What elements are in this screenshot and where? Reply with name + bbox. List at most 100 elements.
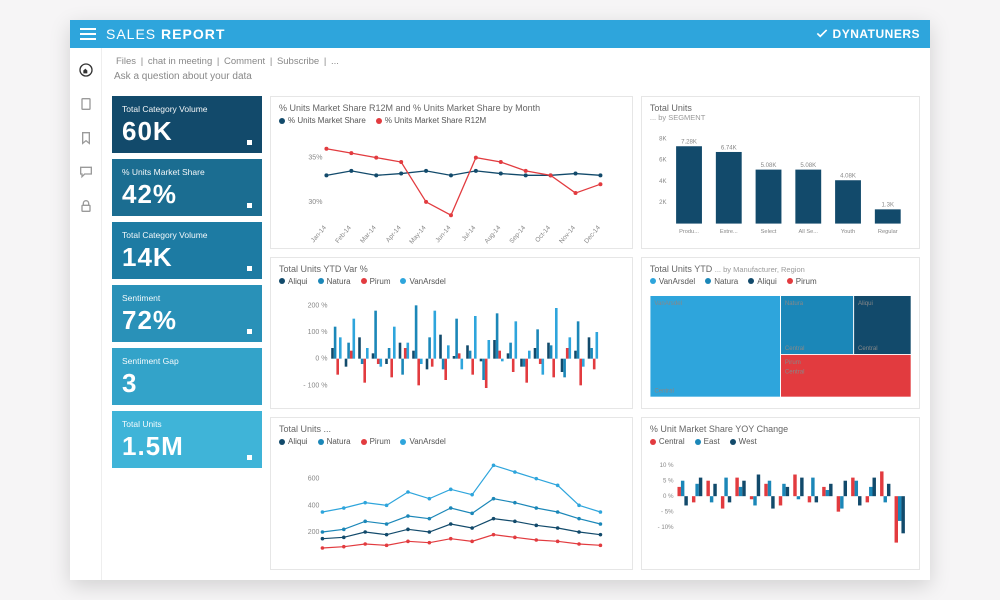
kpi-column: Total Category Volume 60K % Units Market S… bbox=[112, 96, 262, 570]
svg-text:1.3K: 1.3K bbox=[881, 202, 894, 209]
total-units-bar-chart: 2K4K6K8K7.28KProdu...6.74KExtre...5.08KS… bbox=[650, 122, 911, 244]
svg-text:30%: 30% bbox=[308, 199, 322, 206]
ytd-var-chart: - 100 %0 %100 %200 % bbox=[279, 288, 624, 405]
svg-text:4.08K: 4.08K bbox=[840, 173, 856, 180]
svg-text:200 %: 200 % bbox=[308, 302, 328, 309]
svg-text:Central: Central bbox=[785, 368, 805, 375]
kpi-tile[interactable]: Sentiment72% bbox=[112, 285, 262, 342]
page-title: SALES REPORT bbox=[106, 26, 225, 42]
legend: % Units Market Share % Units Market Share… bbox=[279, 116, 624, 125]
svg-text:6K: 6K bbox=[659, 157, 666, 164]
svg-text:Extre...: Extre... bbox=[720, 229, 738, 235]
crumb-item[interactable]: Subscribe bbox=[275, 56, 321, 67]
legend-item: % Units Market Share R12M bbox=[376, 116, 486, 125]
home-icon[interactable] bbox=[78, 62, 94, 78]
crumb-item[interactable]: Files bbox=[114, 56, 138, 67]
kpi-tile[interactable]: Total Category Volume14K bbox=[112, 222, 262, 279]
legend-item: Aliqui bbox=[748, 277, 777, 286]
kpi-value: 1.5M bbox=[122, 431, 252, 462]
svg-text:Select: Select bbox=[761, 229, 777, 235]
chart-title: Total Units YTD ... by Manufacturer, Reg… bbox=[650, 264, 911, 274]
ask-input[interactable]: Ask a question about your data bbox=[102, 69, 930, 90]
kpi-value: 14K bbox=[122, 242, 252, 273]
brand-logo: DYNATUNERS bbox=[815, 27, 920, 41]
kpi-tile[interactable]: % Units Market Share42% bbox=[112, 159, 262, 216]
yoy-change-chart: - 10%- 5%0 %5 %10 % bbox=[650, 448, 911, 565]
svg-text:Aug-14: Aug-14 bbox=[483, 224, 502, 244]
crumb-item[interactable]: Comment bbox=[222, 56, 267, 67]
card-market-share[interactable]: % Units Market Share R12M and % Units Ma… bbox=[270, 96, 633, 249]
svg-text:Oct-14: Oct-14 bbox=[534, 224, 552, 244]
svg-text:Apr-14: Apr-14 bbox=[385, 224, 403, 244]
legend-item: Pirum bbox=[361, 437, 391, 446]
svg-text:200: 200 bbox=[308, 529, 320, 536]
chart-title: % Unit Market Share YOY Change bbox=[650, 424, 911, 434]
legend-item: Pirum bbox=[787, 277, 817, 286]
kpi-label: % Units Market Share bbox=[122, 167, 252, 177]
svg-text:7.28K: 7.28K bbox=[681, 139, 697, 146]
legend-item: % Units Market Share bbox=[279, 116, 366, 125]
svg-text:35%: 35% bbox=[308, 155, 322, 162]
legend-item: Central bbox=[650, 437, 685, 446]
svg-text:All Se...: All Se... bbox=[798, 229, 818, 235]
svg-text:Jan-14: Jan-14 bbox=[310, 224, 328, 244]
svg-text:Dec-14: Dec-14 bbox=[583, 224, 602, 243]
legend-item: Natura bbox=[705, 277, 738, 286]
card-total-units-bar[interactable]: Total Units ... by SEGMENT 2K4K6K8K7.28K… bbox=[641, 96, 920, 249]
legend-item: VanArsdel bbox=[650, 277, 695, 286]
nav-rail bbox=[70, 48, 102, 580]
legend-item: West bbox=[730, 437, 757, 446]
legend: AliquiNaturaPirumVanArsdel bbox=[279, 437, 624, 446]
header-bar: SALES REPORT DYNATUNERS bbox=[70, 20, 930, 48]
svg-text:- 10%: - 10% bbox=[657, 524, 673, 531]
svg-text:Jul-14: Jul-14 bbox=[461, 224, 478, 242]
svg-text:Central: Central bbox=[654, 387, 674, 394]
kpi-tile[interactable]: Sentiment Gap3 bbox=[112, 348, 262, 405]
crumb-item[interactable]: ... bbox=[329, 56, 341, 67]
bookmark-icon[interactable] bbox=[78, 130, 94, 146]
svg-text:Pirum: Pirum bbox=[785, 359, 801, 366]
svg-text:0 %: 0 % bbox=[315, 355, 327, 362]
svg-text:8K: 8K bbox=[659, 135, 666, 142]
main-area: Files | chat in meeting | Comment | Subs… bbox=[102, 48, 930, 580]
market-share-chart: 30%35%Jan-14Feb-14Mar-14Apr-14May-14Jun-… bbox=[279, 127, 624, 244]
app-window: SALES REPORT DYNATUNERS Files | chat in … bbox=[70, 20, 930, 580]
kpi-value: 60K bbox=[122, 116, 252, 147]
card-treemap[interactable]: Total Units YTD ... by Manufacturer, Reg… bbox=[641, 257, 920, 410]
svg-text:Mar-14: Mar-14 bbox=[359, 224, 378, 244]
card-total-units-line[interactable]: Total Units ... AliquiNaturaPirumVanArsd… bbox=[270, 417, 633, 570]
svg-text:0 %: 0 % bbox=[663, 493, 674, 500]
svg-text:Jun-14: Jun-14 bbox=[434, 224, 452, 244]
lock-icon[interactable] bbox=[78, 198, 94, 214]
kpi-label: Sentiment Gap bbox=[122, 356, 252, 366]
kpi-indicator-icon bbox=[247, 203, 252, 208]
crumb-item[interactable]: chat in meeting bbox=[146, 56, 214, 67]
kpi-tile[interactable]: Total Units1.5M bbox=[112, 411, 262, 468]
card-ytd-var[interactable]: Total Units YTD Var % AliquiNaturaPirumV… bbox=[270, 257, 633, 410]
treemap-chart: VanArsdelCentralNaturaCentralAliquiCentr… bbox=[650, 288, 911, 405]
chart-subtitle: ... by SEGMENT bbox=[650, 113, 911, 122]
svg-text:- 100 %: - 100 % bbox=[303, 382, 327, 389]
kpi-tile[interactable]: Total Category Volume 60K bbox=[112, 96, 262, 153]
kpi-indicator-icon bbox=[247, 329, 252, 334]
kpi-label: Total Category Volume bbox=[122, 104, 252, 114]
chart-title: Total Units bbox=[650, 103, 911, 113]
legend-item: Natura bbox=[318, 277, 351, 286]
svg-text:Regular: Regular bbox=[878, 229, 898, 235]
svg-text:May-14: May-14 bbox=[408, 224, 428, 243]
svg-text:400: 400 bbox=[308, 503, 320, 510]
breadcrumb[interactable]: Files | chat in meeting | Comment | Subs… bbox=[102, 48, 930, 69]
svg-text:VanArsdel: VanArsdel bbox=[654, 300, 682, 307]
svg-text:5.08K: 5.08K bbox=[800, 162, 816, 169]
legend: AliquiNaturaPirumVanArsdel bbox=[279, 277, 624, 286]
hamburger-icon[interactable] bbox=[80, 28, 96, 40]
page-icon[interactable] bbox=[78, 96, 94, 112]
svg-text:10 %: 10 % bbox=[660, 462, 674, 469]
svg-text:2K: 2K bbox=[659, 199, 666, 206]
svg-text:Central: Central bbox=[858, 345, 878, 352]
svg-text:Central: Central bbox=[785, 345, 805, 352]
comment-icon[interactable] bbox=[78, 164, 94, 180]
card-yoy-change[interactable]: % Unit Market Share YOY Change CentralEa… bbox=[641, 417, 920, 570]
kpi-indicator-icon bbox=[247, 266, 252, 271]
chart-title: Total Units YTD Var % bbox=[279, 264, 624, 274]
